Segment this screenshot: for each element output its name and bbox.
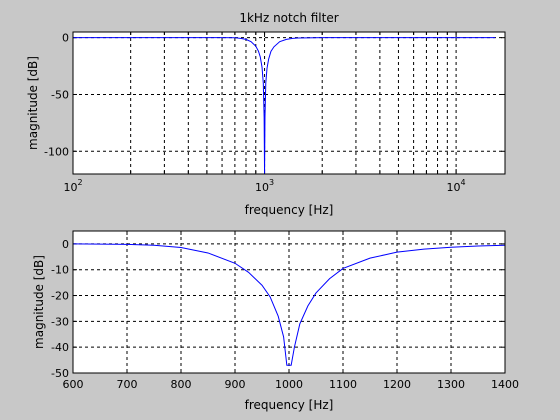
x-tick-label: 600 xyxy=(63,378,84,391)
top-plot-x-label: frequency [Hz] xyxy=(245,203,334,217)
bottom-plot-x-label: frequency [Hz] xyxy=(245,398,334,412)
x-tick-label: 900 xyxy=(225,378,246,391)
top-plot-y-label: magnitude [dB] xyxy=(26,56,40,150)
bottom-plot-y-tick-labels: 0 -10 -20 -30 -40 -50 xyxy=(51,238,69,380)
top-plot-title: 1kHz notch filter xyxy=(239,11,338,25)
y-tick-label: -50 xyxy=(51,367,69,380)
y-tick-label: 0 xyxy=(62,32,69,45)
top-plot-x-tick-labels: 102 103 104 xyxy=(63,178,465,194)
x-tick-label: 1400 xyxy=(491,378,519,391)
bottom-plot-y-label: magnitude [dB] xyxy=(32,255,46,349)
plot-frame xyxy=(72,230,506,374)
y-tick-label: -50 xyxy=(51,88,69,101)
y-tick-label: -40 xyxy=(51,341,69,354)
top-plot: 1kHz notch filter 0 -50 -100 102 103 104 fre… xyxy=(26,11,506,217)
y-tick-label: -10 xyxy=(51,264,69,277)
x-tick-label: 1200 xyxy=(383,378,411,391)
bottom-plot-series-line xyxy=(72,243,506,366)
top-plot-area xyxy=(72,31,506,175)
y-tick-label: -100 xyxy=(44,145,69,158)
x-tick-label: 1100 xyxy=(329,378,357,391)
y-tick-label: -30 xyxy=(51,315,69,328)
x-tick-label: 1000 xyxy=(275,378,303,391)
bottom-plot: 0 -10 -20 -30 -40 -50 600 700 800 900 1000 1100 120… xyxy=(32,230,520,412)
bottom-plot-x-tick-labels: 600 700 800 900 1000 1100 1200 1300 1400 xyxy=(63,378,520,391)
y-tick-label: 0 xyxy=(62,238,69,251)
x-tick-label: 800 xyxy=(171,378,192,391)
x-tick-label: 102 xyxy=(63,178,82,194)
x-tick-label: 700 xyxy=(117,378,138,391)
top-plot-y-tick-labels: 0 -50 -100 xyxy=(44,32,69,159)
y-tick-label: -20 xyxy=(51,290,69,303)
x-tick-label: 104 xyxy=(447,178,466,194)
x-tick-label: 103 xyxy=(255,178,274,194)
x-tick-label: 1300 xyxy=(437,378,465,391)
plot-frame xyxy=(72,31,506,175)
